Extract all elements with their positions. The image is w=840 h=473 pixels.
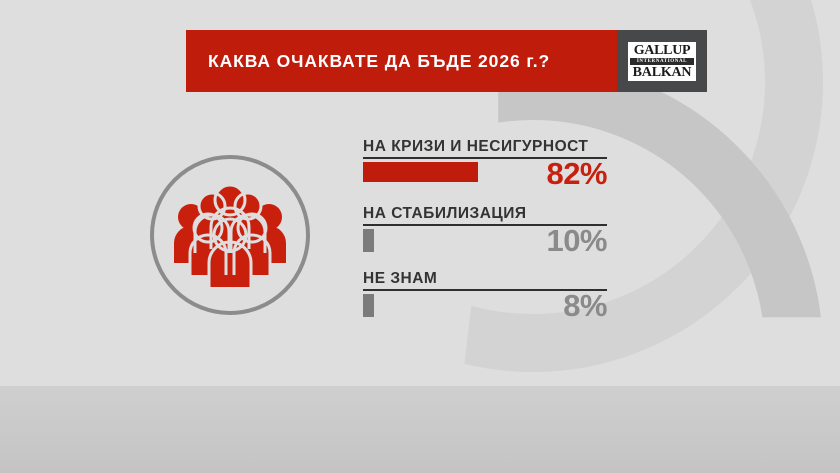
gallup-logo-inner-border: GALLUP INTERNATIONAL BALKAN	[629, 42, 695, 80]
result-bar-area: 8%	[363, 288, 607, 323]
result-value: 10%	[546, 223, 607, 258]
gallup-logo-line-gallup: GALLUP	[633, 42, 691, 58]
icon-circle-frame	[150, 155, 310, 315]
title-bar: КАКВА ОЧАКВАТЕ ДА БЪДЕ 2026 г.?	[186, 30, 617, 92]
result-label: НА КРИЗИ И НЕСИГУРНОСТ	[363, 138, 589, 155]
result-divider	[363, 157, 607, 159]
result-bar	[363, 229, 374, 252]
result-bar-area: 82%	[363, 156, 607, 191]
result-value: 8%	[563, 288, 607, 323]
result-row-1: НА КРИЗИ И НЕСИГУРНОСТ 82%	[363, 138, 607, 189]
page-title: КАКВА ОЧАКВАТЕ ДА БЪДЕ 2026 г.?	[208, 50, 551, 71]
gallup-logo: GALLUP INTERNATIONAL BALKAN	[617, 30, 707, 92]
results-list: НА КРИЗИ И НЕСИГУРНОСТ 82% НА СТАБИЛИЗАЦ…	[363, 138, 607, 321]
header: КАКВА ОЧАКВАТЕ ДА БЪДЕ 2026 г.? GALLUP I…	[186, 30, 707, 92]
result-row-3: НЕ ЗНАМ 8%	[363, 270, 607, 321]
result-label: НА СТАБИЛИЗАЦИЯ	[363, 205, 527, 222]
gallup-logo-line-international: INTERNATIONAL	[630, 57, 694, 65]
result-bar	[363, 162, 478, 182]
gallup-logo-line-balkan: BALKAN	[632, 64, 692, 80]
result-value: 82%	[546, 156, 607, 191]
result-divider	[363, 224, 607, 226]
gallup-logo-frame: GALLUP INTERNATIONAL BALKAN	[628, 41, 696, 81]
row-spacer	[363, 189, 607, 205]
row-spacer	[363, 256, 607, 270]
background-lower-band	[0, 386, 840, 473]
result-divider	[363, 289, 607, 291]
result-label: НЕ ЗНАМ	[363, 270, 438, 287]
result-bar-area: 10%	[363, 223, 607, 258]
result-bar	[363, 294, 374, 317]
result-row-2: НА СТАБИЛИЗАЦИЯ 10%	[363, 205, 607, 256]
